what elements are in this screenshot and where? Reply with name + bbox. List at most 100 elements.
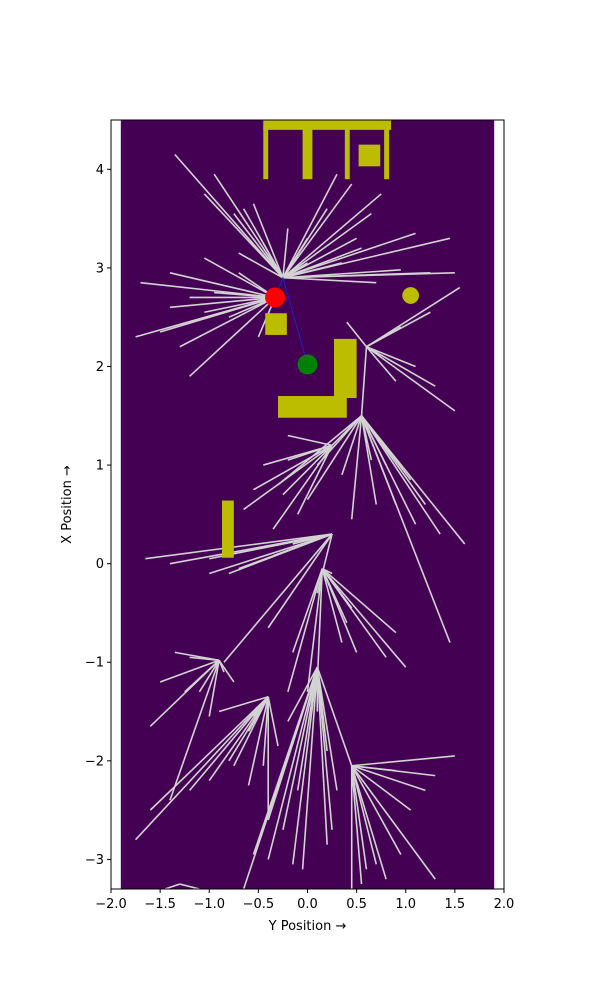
tree-edge	[169, 272, 276, 299]
tree-edge	[351, 765, 436, 880]
tree-edge	[360, 415, 417, 525]
tree-edge	[292, 568, 323, 653]
tree-edge	[351, 764, 436, 777]
tree-edge	[214, 291, 276, 299]
solution-path	[274, 276, 308, 365]
obstacle	[263, 120, 392, 130]
tree-edge	[292, 533, 333, 545]
tree-edge	[282, 262, 343, 279]
x-tick-label: −0.5	[243, 897, 275, 912]
tree-edge	[282, 272, 431, 279]
tree-edge	[321, 568, 358, 653]
tree-edge	[306, 415, 363, 501]
tree-edge	[351, 765, 402, 855]
tree-edge	[218, 659, 235, 683]
tree-edge	[223, 533, 333, 663]
tree-edge	[316, 667, 333, 830]
x-tick-label: 0.0	[297, 897, 318, 912]
workspace-background	[120, 120, 495, 889]
tree-edge	[360, 415, 451, 643]
tree-edge	[213, 173, 284, 279]
tree-edge	[350, 765, 368, 870]
tree-edge	[282, 276, 377, 284]
obstacle-layer	[222, 120, 420, 558]
tree-edge	[189, 296, 276, 377]
tree-edge	[262, 696, 269, 766]
y-tick-label: −1	[85, 656, 104, 671]
obstacle	[334, 338, 357, 399]
tree-edge	[287, 444, 333, 461]
tree-edge	[282, 213, 372, 279]
y-tick-label: 3	[96, 261, 104, 276]
tree-edge	[267, 666, 319, 860]
tree-edge	[282, 183, 353, 279]
tree-edge	[179, 883, 200, 890]
tree-edge	[179, 296, 276, 348]
tree-edge	[174, 153, 284, 279]
y-tick-label: 2	[96, 360, 104, 375]
tree-edge	[218, 695, 269, 713]
x-axis-label: Y Position →	[268, 919, 347, 934]
tree-edge	[262, 242, 284, 279]
tree-edge	[282, 193, 382, 279]
tree-edge	[282, 232, 416, 279]
tree-edge	[321, 568, 353, 609]
tree-edge	[282, 667, 319, 831]
start-marker	[265, 287, 286, 308]
tree-edge	[350, 765, 387, 880]
circle-obstacle	[402, 287, 420, 304]
obstacle	[278, 396, 347, 418]
tree-edge	[238, 252, 284, 279]
y-axis-label: X Position →	[60, 465, 75, 544]
goal-marker	[297, 354, 318, 375]
tree-edge	[247, 696, 269, 786]
tree-edge	[169, 660, 220, 801]
tree-edge	[287, 434, 333, 447]
tree-edge	[282, 237, 358, 279]
tree-edge	[159, 659, 220, 683]
y-tick-label: −2	[85, 754, 104, 769]
tree-edge	[360, 415, 441, 535]
tree-edge	[282, 247, 362, 279]
x-tick-label: −1.0	[193, 897, 225, 912]
tree-edge	[282, 444, 333, 496]
tree-edge	[291, 667, 319, 865]
tree-edge	[366, 346, 436, 387]
tree-edge	[360, 346, 368, 416]
y-tick-label: −3	[85, 853, 104, 868]
tree-edge	[316, 667, 328, 845]
tree-edge	[296, 444, 333, 515]
tree-edge	[321, 568, 343, 643]
y-ticks: −3 −2 −1 0 1 2 3 4	[85, 163, 111, 868]
tree-edge	[316, 568, 324, 682]
tree-edge	[341, 415, 363, 476]
x-ticks: −2.0 −1.5 −1.0 −0.5 0.0 0.5 1.0 1.5 2.0	[95, 889, 514, 912]
tree-edge	[306, 568, 324, 692]
obstacle	[265, 313, 287, 335]
tree-edge	[233, 213, 284, 279]
obstacle	[302, 124, 313, 180]
tree-edge	[301, 667, 319, 870]
marker-layer	[265, 287, 318, 375]
tree-edge	[253, 444, 333, 491]
tree-edge	[145, 533, 333, 560]
tree-edge	[189, 656, 220, 662]
tree-edge	[287, 666, 319, 722]
tree-edge	[252, 203, 284, 279]
x-tick-label: 0.5	[346, 897, 367, 912]
tree-edge	[360, 415, 373, 461]
tree-edge	[134, 696, 269, 841]
tree-edge	[316, 666, 353, 767]
tree-edge	[238, 533, 333, 570]
x-tick-label: 1.5	[445, 897, 466, 912]
tree-edge	[198, 659, 220, 693]
tree-edge	[321, 567, 397, 634]
x-tick-label: −1.5	[144, 897, 176, 912]
tree-edge	[159, 296, 276, 333]
tree-edge	[346, 321, 368, 348]
x-tick-label: 1.0	[395, 897, 416, 912]
tree-edge	[209, 533, 333, 575]
tree-edge	[365, 346, 456, 412]
tree-edge	[366, 346, 416, 368]
